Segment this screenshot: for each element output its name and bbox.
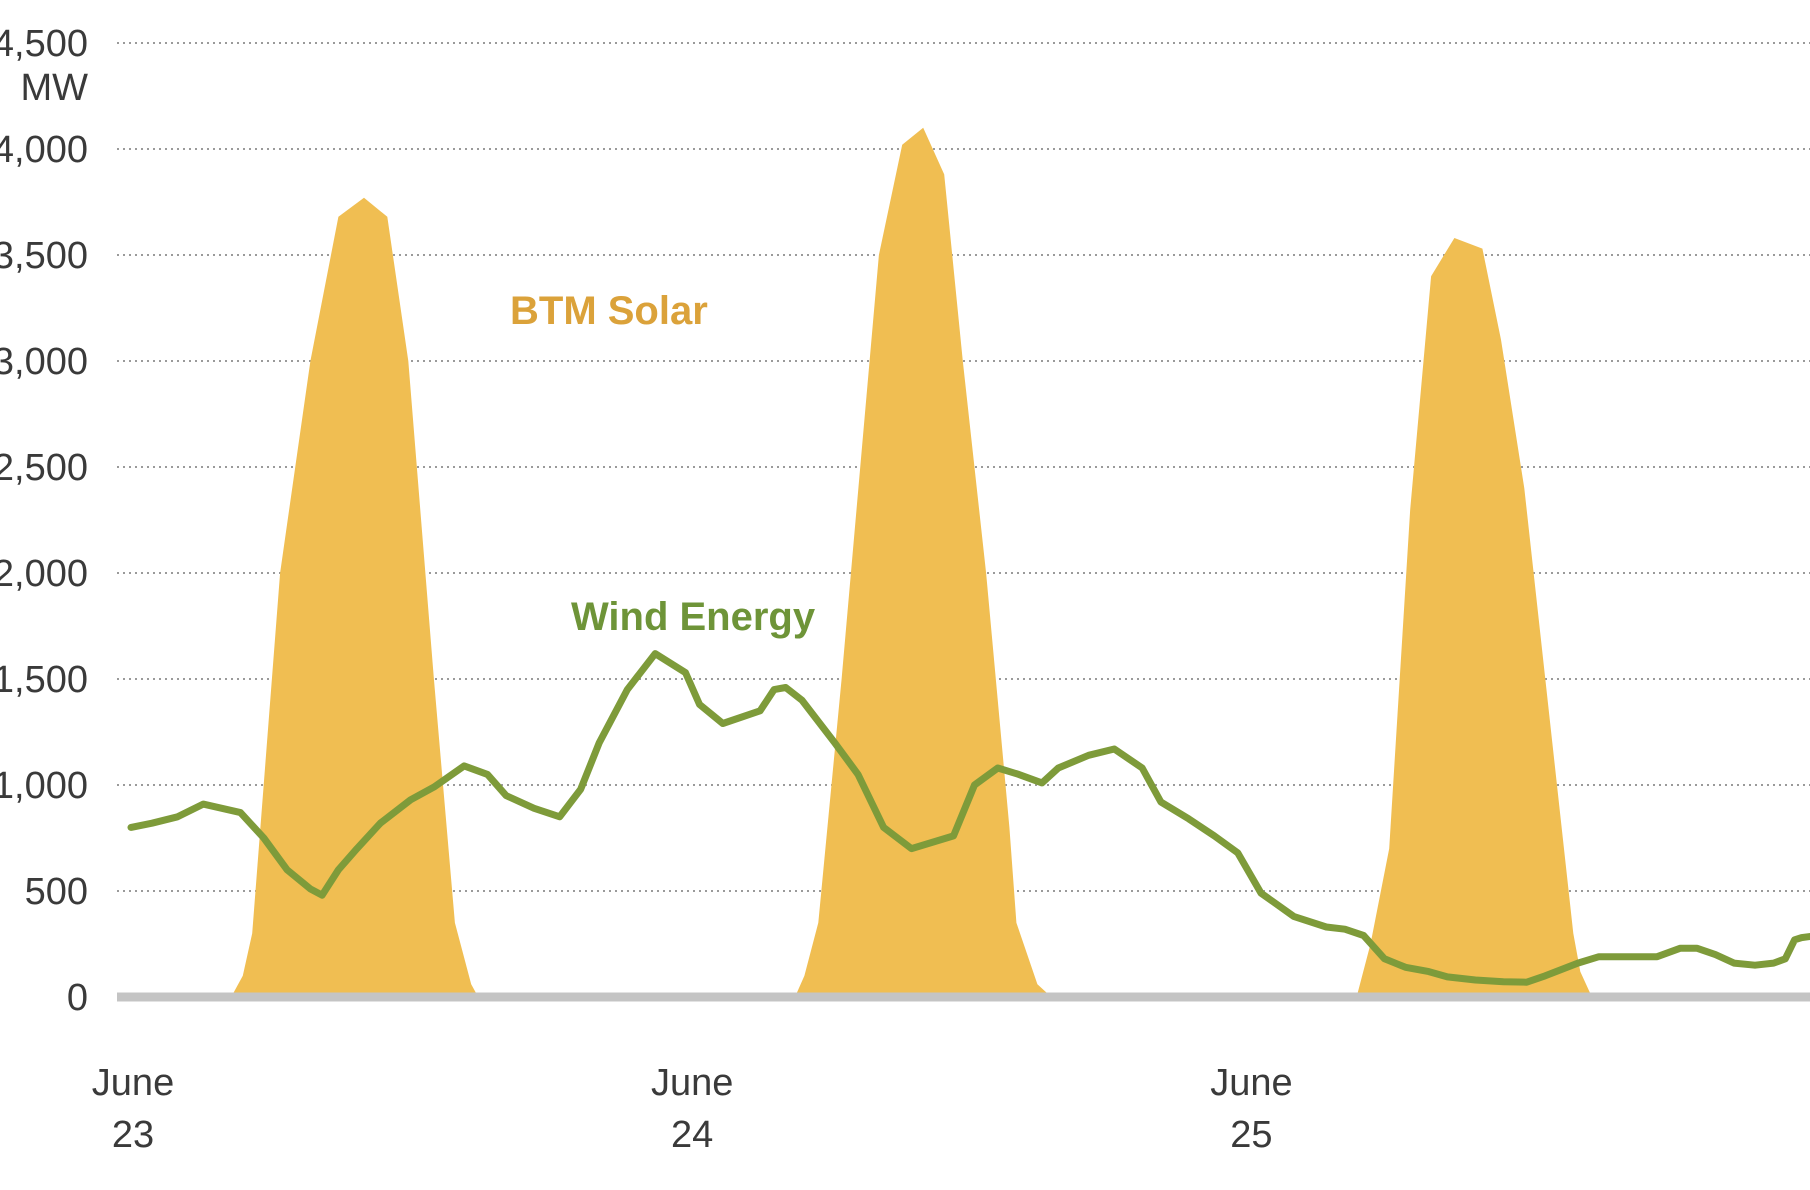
y-tick-label: 2,000 — [0, 553, 88, 595]
y-tick-label: 0 — [67, 977, 88, 1019]
series-label-btm-solar: BTM Solar — [510, 289, 708, 333]
solar-area-layer — [124, 127, 1802, 998]
y-tick-label: 1,500 — [0, 659, 88, 701]
x-axis-labels: June 23 June 24 June 25 — [92, 1062, 1293, 1156]
btm-solar-area — [124, 127, 1802, 998]
y-tick-label: 3,500 — [0, 235, 88, 277]
x-tick-label: June 23 — [92, 1062, 174, 1156]
y-tick-label: 500 — [25, 871, 88, 913]
y-tick-label: 1,000 — [0, 765, 88, 807]
series-label-wind-energy: Wind Energy — [571, 595, 816, 639]
y-tick-label: 4,500 — [0, 23, 88, 65]
x-tick-label: June 25 — [1210, 1062, 1292, 1156]
x-tick-label: June 24 — [651, 1062, 733, 1156]
wind-energy-line — [127, 650, 1810, 986]
y-tick-label: 2,500 — [0, 447, 88, 489]
y-axis-labels: 0 500 1,000 1,500 2,000 2,500 3,000 3,500 4,000 4… — [0, 23, 88, 1019]
y-tick-label: 4,000 — [0, 129, 88, 171]
y-tick-label: 3,000 — [0, 341, 88, 383]
wind-line-layer — [127, 650, 1810, 986]
y-axis-unit-label: MW — [20, 67, 88, 109]
